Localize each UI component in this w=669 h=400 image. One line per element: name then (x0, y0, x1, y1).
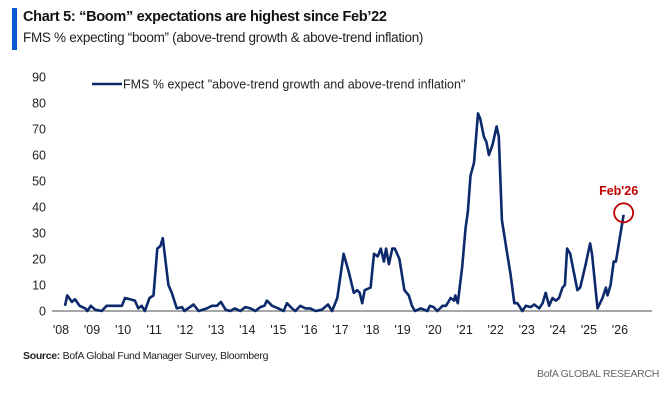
x-tick-label: '26 (612, 323, 628, 337)
chart-subtitle: FMS % expecting “boom” (above-trend grow… (23, 30, 424, 45)
y-tick-label: 40 (32, 201, 46, 215)
x-tick-label: '13 (208, 323, 224, 337)
y-tick-label: 90 (32, 71, 46, 85)
source-label: Source: (23, 350, 60, 362)
y-tick-label: 60 (32, 149, 46, 163)
x-tick-label: '24 (550, 323, 566, 337)
x-tick-label: '23 (519, 323, 535, 337)
x-tick-label: '19 (394, 323, 410, 337)
x-tick-label: '08 (53, 323, 69, 337)
title-accent-bar (12, 8, 17, 50)
annotation-circle (613, 202, 635, 224)
x-tick-label: '22 (488, 323, 504, 337)
y-tick-label: 20 (32, 253, 46, 267)
x-tick-label: '12 (177, 323, 193, 337)
x-tick-label: '18 (363, 323, 379, 337)
y-tick-label: 30 (32, 227, 46, 241)
y-tick-label: 50 (32, 175, 46, 189)
brand-footer: BofA GLOBAL RESEARCH (537, 368, 659, 380)
x-tick-label: '17 (332, 323, 348, 337)
x-tick-label: '20 (425, 323, 441, 337)
series-line (63, 112, 625, 313)
y-tick-label: 70 (32, 123, 46, 137)
source-note: Source: BofA Global Fund Manager Survey,… (23, 350, 268, 362)
y-tick-label: 0 (39, 305, 46, 319)
x-tick-label: '09 (84, 323, 100, 337)
x-tick-label: '10 (115, 323, 131, 337)
chart-title: Chart 5: “Boom” expectations are highest… (23, 9, 387, 25)
annotation-label: Feb'26 (599, 184, 638, 198)
legend-label: FMS % expect "above-trend growth and abo… (123, 78, 465, 92)
y-tick-label: 80 (32, 97, 46, 111)
x-tick-label: '11 (146, 323, 161, 337)
x-tick-label: '16 (301, 323, 317, 337)
x-tick-label: '14 (239, 323, 255, 337)
source-text: BofA Global Fund Manager Survey, Bloombe… (60, 350, 269, 362)
x-tick-label: '25 (581, 323, 597, 337)
x-tick-label: '15 (270, 323, 286, 337)
y-tick-label: 10 (32, 279, 46, 293)
x-tick-label: '21 (457, 323, 473, 337)
